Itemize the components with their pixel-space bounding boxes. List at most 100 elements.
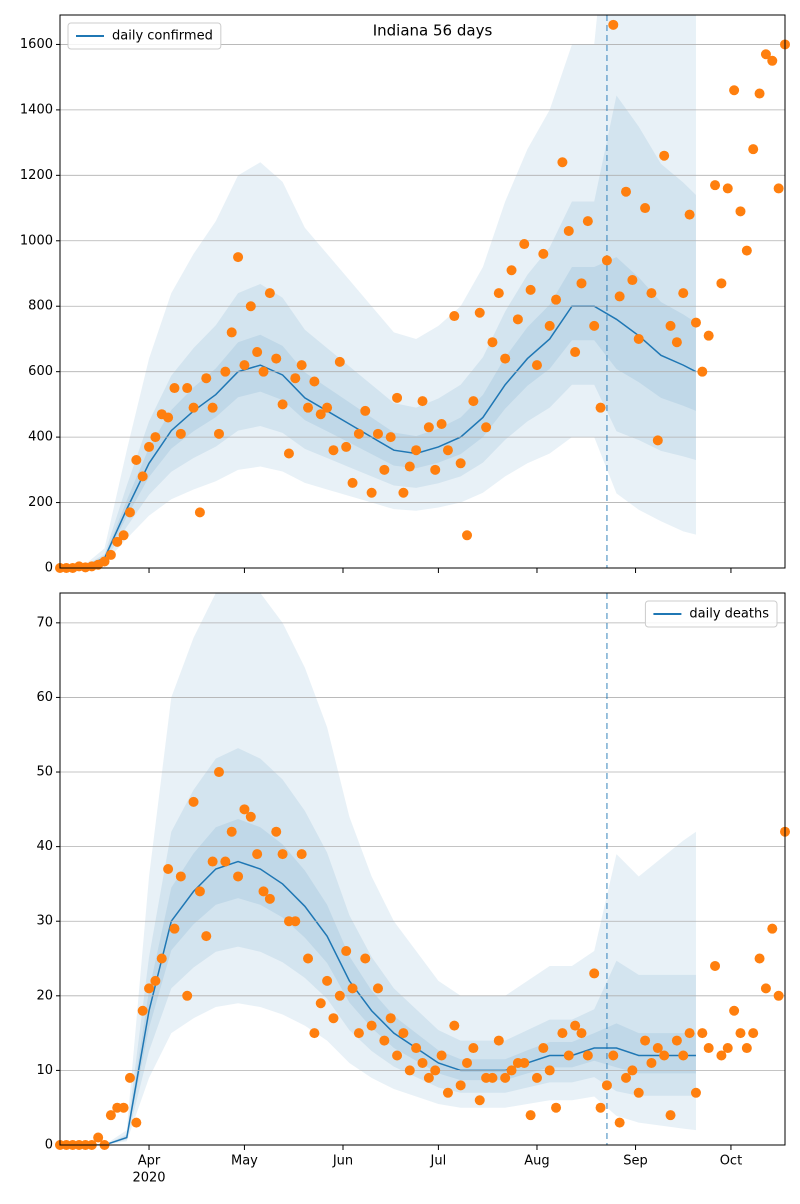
observed-point <box>722 183 733 194</box>
observed-point <box>239 360 250 371</box>
y-tick-label: 10 <box>36 1063 53 1078</box>
observed-point <box>423 1072 434 1083</box>
observed-point <box>290 916 301 927</box>
observed-point <box>748 144 759 155</box>
observed-point <box>322 402 333 413</box>
observed-point <box>557 1028 568 1039</box>
observed-point <box>468 396 479 407</box>
observed-point <box>163 864 174 874</box>
observed-point <box>551 294 562 305</box>
legend-label: daily deaths <box>689 607 769 622</box>
observed-point <box>442 445 453 456</box>
observed-point <box>468 1043 479 1054</box>
observed-point <box>271 353 282 364</box>
observed-point <box>296 360 307 371</box>
observed-point <box>582 216 593 227</box>
observed-point <box>455 458 466 469</box>
y-tick-label: 800 <box>28 299 53 314</box>
observed-point <box>665 320 676 331</box>
observed-point <box>385 1013 396 1024</box>
observed-point <box>430 464 441 475</box>
x-tick-label: Jun <box>332 1154 353 1169</box>
observed-point <box>608 1050 619 1061</box>
y-tick-label: 1600 <box>20 37 53 52</box>
observed-point <box>716 278 727 289</box>
observed-point <box>729 1005 740 1016</box>
observed-point <box>576 1028 587 1039</box>
observed-point <box>684 1028 695 1039</box>
observed-point <box>449 1020 460 1031</box>
observed-point <box>652 1043 663 1054</box>
observed-point <box>500 353 511 364</box>
observed-point <box>589 968 600 979</box>
observed-point <box>233 252 244 263</box>
legend-box <box>644 600 778 628</box>
y-tick-label: 400 <box>28 430 53 445</box>
observed-point <box>589 320 600 331</box>
y-tick-label: 0 <box>45 561 53 576</box>
observed-point <box>220 366 231 377</box>
observed-point <box>646 288 657 299</box>
observed-point <box>754 953 765 964</box>
observed-point <box>213 767 224 778</box>
observed-point <box>423 422 434 433</box>
model-line <box>60 305 697 568</box>
observed-point <box>690 1087 701 1098</box>
observed-point <box>570 347 581 358</box>
y-tick-label: 70 <box>36 615 53 630</box>
observed-point <box>436 419 447 430</box>
y-tick-label: 1400 <box>20 102 53 117</box>
observed-point <box>735 1028 746 1039</box>
observed-point <box>347 983 358 994</box>
observed-point <box>633 333 644 344</box>
y-tick-label: 1200 <box>20 168 53 183</box>
axes-frame <box>59 14 786 569</box>
observed-point <box>614 291 625 302</box>
observed-point <box>303 402 314 413</box>
observed-point <box>258 886 269 897</box>
observed-point <box>627 1065 638 1076</box>
observed-point <box>646 1057 657 1068</box>
observed-point <box>760 983 771 994</box>
observed-point <box>703 1043 714 1054</box>
observed-point <box>493 1035 504 1046</box>
x-tick-label: Jul <box>430 1154 447 1169</box>
observed-point <box>710 960 721 971</box>
observed-point <box>678 288 689 299</box>
observed-point <box>169 923 180 934</box>
observed-point <box>334 356 345 367</box>
observed-point <box>404 1065 415 1076</box>
observed-point <box>290 373 301 384</box>
observed-point <box>398 487 409 498</box>
observed-point <box>213 428 224 439</box>
y-tick-label: 0 <box>45 1138 53 1153</box>
observed-point <box>519 239 530 250</box>
observed-point <box>315 409 326 420</box>
observed-point <box>697 1028 708 1039</box>
observed-point <box>773 183 784 194</box>
observed-point <box>296 849 307 860</box>
observed-point <box>322 975 333 986</box>
observed-point <box>563 225 574 236</box>
observed-point <box>621 1072 632 1083</box>
observed-point <box>741 245 752 256</box>
observed-point <box>99 556 110 567</box>
observed-point <box>328 1013 339 1024</box>
observed-point <box>455 1080 466 1091</box>
y-tick-label: 600 <box>28 364 53 379</box>
observed-point <box>398 1028 409 1039</box>
observed-point <box>264 288 275 299</box>
observed-point <box>264 893 275 904</box>
observed-point <box>710 180 721 191</box>
legend-label: daily confirmed <box>112 29 213 44</box>
observed-point <box>353 1028 364 1039</box>
observed-point <box>188 402 199 413</box>
observed-point <box>748 1028 759 1039</box>
observed-point <box>538 248 549 259</box>
observed-point <box>277 399 288 410</box>
observed-point <box>226 826 237 837</box>
observed-point <box>551 1102 562 1113</box>
observed-point <box>754 88 765 99</box>
observed-point <box>557 157 568 168</box>
observed-point <box>462 1057 473 1068</box>
